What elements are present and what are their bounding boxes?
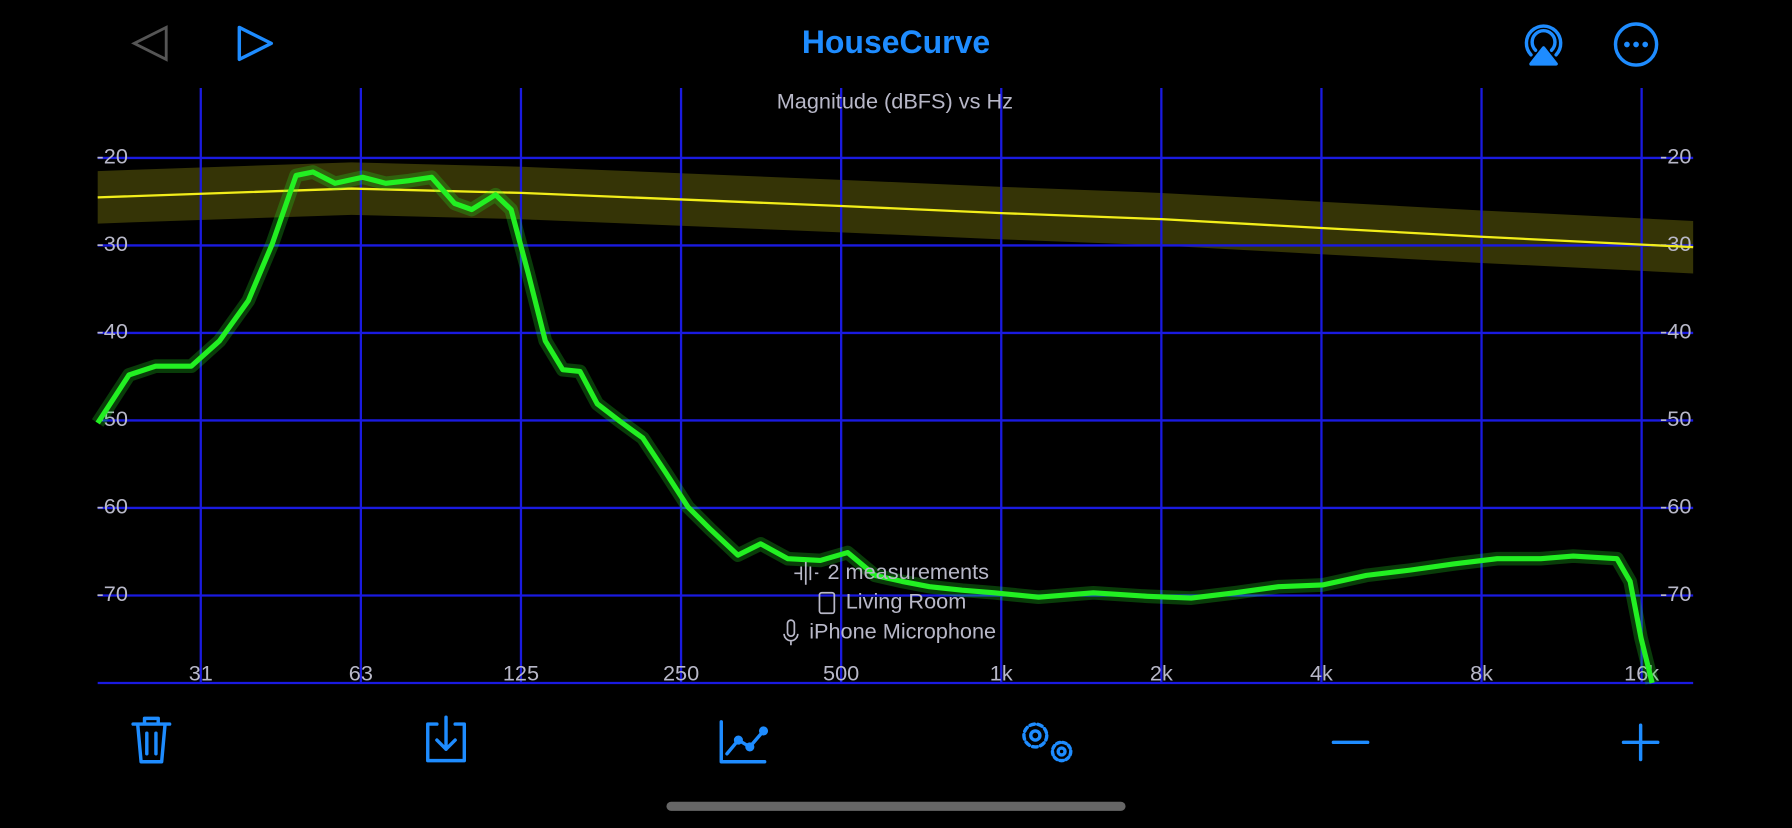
y2-tick-label: -60: [1660, 494, 1691, 519]
y-tick-label: -70: [97, 581, 128, 606]
back-button[interactable]: [131, 25, 168, 62]
y-tick-label: -30: [97, 231, 128, 256]
chart-button[interactable]: [719, 720, 769, 764]
mic-icon: [783, 619, 799, 646]
data-line: [95, 169, 1655, 684]
y2-tick-label: -40: [1660, 319, 1691, 344]
play-button[interactable]: [237, 25, 274, 62]
data-line: [97, 187, 1694, 249]
x-tick-label: 1k: [990, 661, 1013, 686]
x-tick-label: 4k: [1310, 661, 1333, 686]
export-button[interactable]: [426, 715, 467, 763]
settings-button[interactable]: [1022, 722, 1073, 763]
more-button[interactable]: [1613, 22, 1659, 67]
x-tick-label: 250: [663, 661, 699, 686]
x-tick-label: 63: [349, 661, 373, 686]
y-tick-label: -60: [97, 494, 128, 519]
speaker-icon: [818, 591, 836, 615]
x-tick-label: 500: [823, 661, 859, 686]
x-tick-label: 8k: [1470, 661, 1493, 686]
info-room: Living Room: [846, 589, 967, 614]
waveform-icon: [794, 561, 819, 585]
zoom-in-button[interactable]: [1621, 723, 1660, 762]
x-tick-label: 2k: [1150, 661, 1173, 686]
y-tick-label: -40: [97, 319, 128, 344]
info-microphone: iPhone Microphone: [809, 618, 996, 643]
y2-tick-label: -50: [1660, 406, 1691, 431]
home-indicator: [666, 801, 1126, 811]
y-tick-label: -20: [97, 144, 128, 169]
y2-tick-label: -30: [1660, 231, 1691, 256]
app-title: HouseCurve: [802, 24, 990, 60]
y2-tick-label: -20: [1660, 144, 1691, 169]
delete-button[interactable]: [131, 716, 172, 764]
chart-title: Magnitude (dBFS) vs Hz: [777, 89, 1013, 114]
info-measurements: 2 measurements: [827, 559, 989, 584]
x-tick-label: 125: [503, 661, 539, 686]
x-tick-label: 31: [189, 661, 213, 686]
y2-tick-label: -70: [1660, 581, 1691, 606]
airplay-button[interactable]: [1524, 24, 1563, 66]
